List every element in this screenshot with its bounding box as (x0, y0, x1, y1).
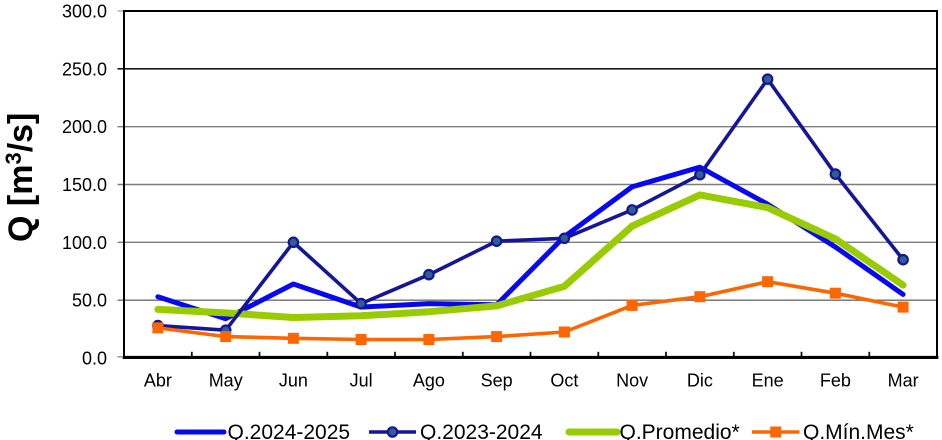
svg-text:Jul: Jul (350, 371, 373, 391)
svg-text:Ene: Ene (752, 371, 784, 391)
svg-text:50.0: 50.0 (72, 291, 107, 311)
svg-text:Q.2023-2024: Q.2023-2024 (420, 421, 543, 440)
svg-text:Q.2024-2025: Q.2024-2025 (228, 421, 351, 440)
svg-text:Mar: Mar (888, 371, 919, 391)
svg-text:Sep: Sep (481, 371, 513, 391)
svg-text:Feb: Feb (820, 371, 851, 391)
svg-text:May: May (209, 371, 243, 391)
svg-text:Oct: Oct (550, 371, 578, 391)
svg-text:100.0: 100.0 (62, 233, 107, 253)
svg-text:Dic: Dic (687, 371, 713, 391)
svg-text:200.0: 200.0 (62, 117, 107, 137)
svg-text:Nov: Nov (616, 371, 648, 391)
svg-text:Q.Mín.Mes*: Q.Mín.Mes* (803, 421, 914, 440)
svg-text:300.0: 300.0 (62, 2, 107, 22)
svg-text:Q.Promedio*: Q.Promedio* (620, 421, 740, 440)
svg-text:250.0: 250.0 (62, 59, 107, 79)
svg-text:Abr: Abr (144, 371, 172, 391)
svg-text:Ago: Ago (413, 371, 445, 391)
svg-text:150.0: 150.0 (62, 175, 107, 195)
svg-text:Jun: Jun (279, 371, 308, 391)
svg-text:0.0: 0.0 (82, 349, 107, 369)
svg-text:Q [m3/s]: Q [m3/s] (1, 113, 40, 242)
